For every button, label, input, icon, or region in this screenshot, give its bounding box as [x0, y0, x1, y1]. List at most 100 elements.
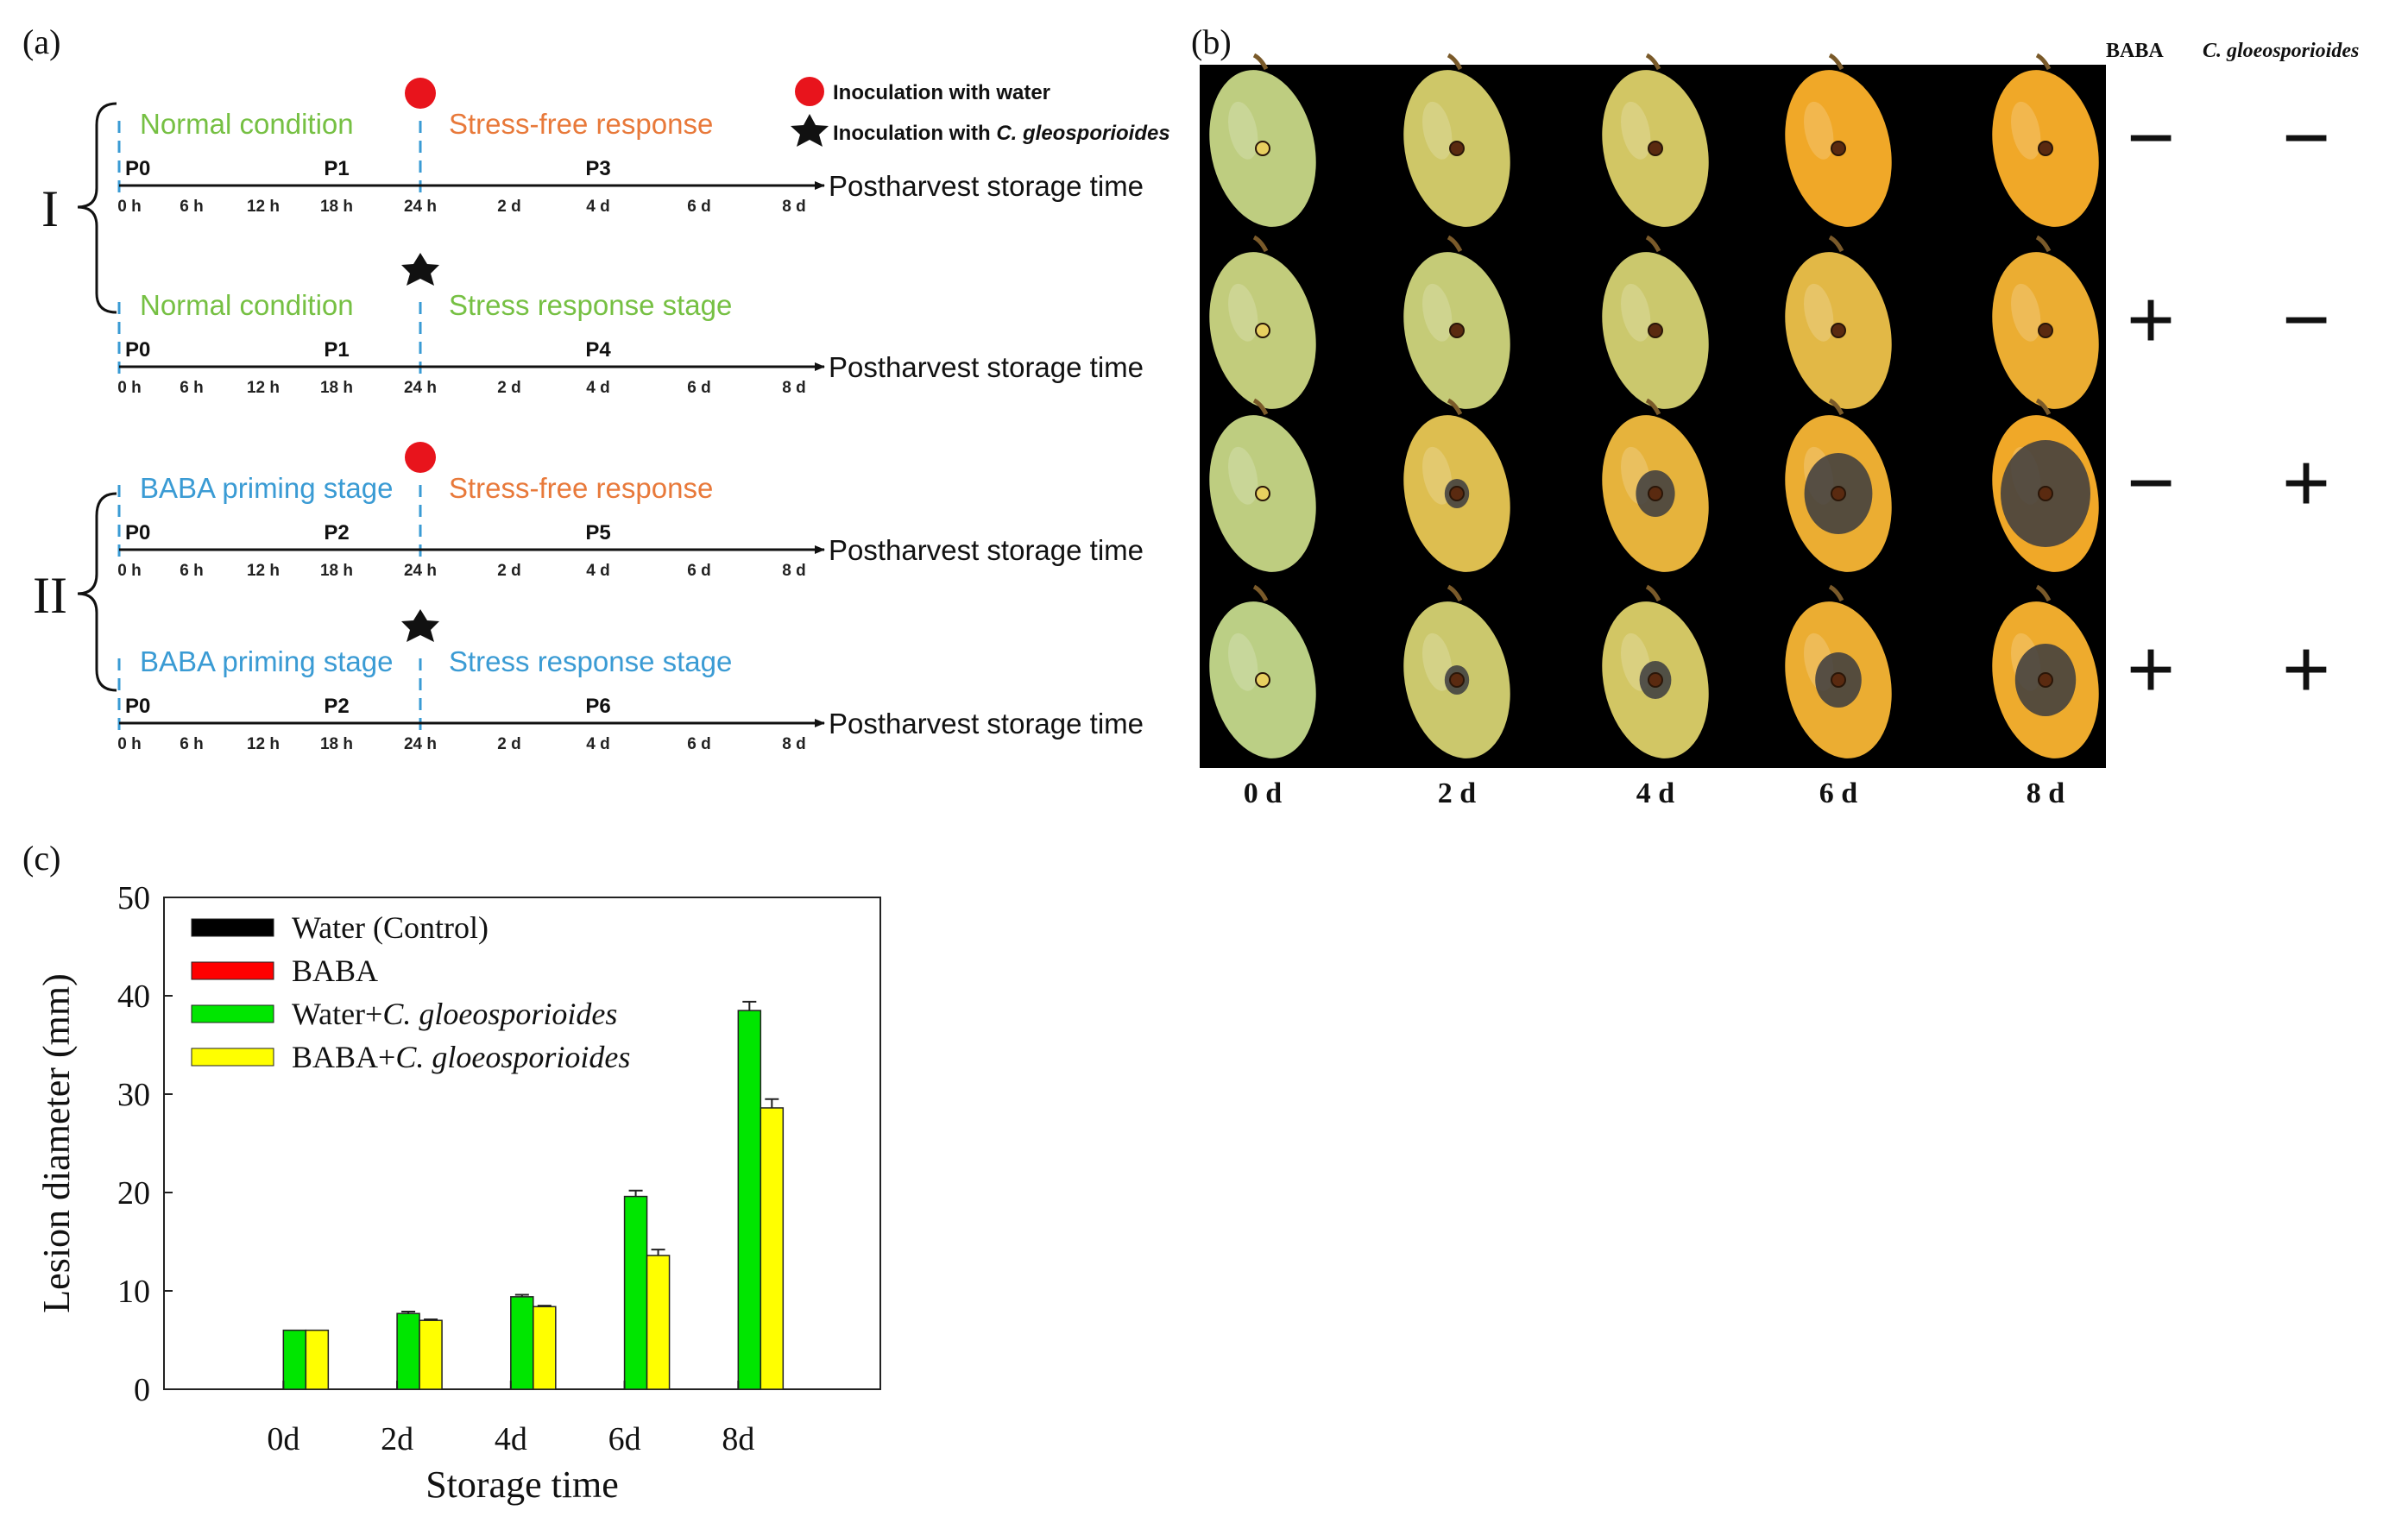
wound-site	[1831, 672, 1846, 688]
mango-stem	[1828, 398, 1844, 416]
y-tick-label: 30	[117, 1077, 150, 1113]
mango-fruit	[1992, 235, 2099, 409]
mango-fruit	[1403, 235, 1510, 409]
panel-a: (a) Inoculation with water Inoculation w…	[22, 22, 1170, 753]
bar-3	[623, 1195, 648, 1390]
panel-a-legend: Inoculation with water Inoculation with …	[791, 77, 1170, 147]
time-axis-title: Postharvest storage time	[829, 708, 1144, 739]
wound-site	[1648, 486, 1663, 501]
fungus-inoculation-star-icon	[401, 609, 439, 642]
legend-water-label: Inoculation with water	[833, 81, 1050, 104]
day-label: 8 d	[2027, 777, 2065, 809]
mango-fruit	[1602, 235, 1709, 409]
fungus-sign: +	[2282, 437, 2330, 529]
mango-fruit	[1992, 398, 2099, 572]
chart-legend: Water (Control) BABA Water+C. gloeosporioi…	[191, 910, 630, 1074]
mango-highlight	[1228, 446, 1258, 505]
wound-site	[2038, 323, 2053, 338]
mango-fruit	[1785, 235, 1892, 409]
mango-highlight	[1621, 101, 1651, 160]
time-tick-label: 6 h	[180, 198, 203, 216]
mango-stem	[1252, 584, 1269, 602]
time-tick-label: 2 d	[497, 379, 520, 397]
legend-swatch	[191, 961, 274, 980]
wound-site	[2038, 141, 2053, 156]
day-label: 2 d	[1438, 777, 1477, 809]
wound-site	[1831, 141, 1846, 156]
time-axis-title: Postharvest storage time	[829, 534, 1144, 566]
chart-bars	[282, 1000, 785, 1390]
fungus-sign: −	[2282, 91, 2330, 184]
mango-fruit	[1785, 584, 1892, 758]
chart-x-axis: 0d 2d 4d 6d 8d	[267, 1381, 754, 1457]
baba-sign: −	[2127, 437, 2175, 529]
phase-label: P0	[125, 521, 150, 544]
mango-stem	[1645, 398, 1661, 416]
wound-site	[1255, 672, 1270, 688]
time-tick-label: 8 d	[782, 198, 805, 216]
mango-fruit	[1602, 584, 1709, 758]
time-tick-label: 12 h	[247, 735, 280, 753]
mango-highlight	[2011, 101, 2041, 160]
legend-label: Water+C. gloeosporioides	[292, 997, 617, 1031]
panel-c: (c) 0 10 20 30 40 50 0d 2d 4d 6d 8d Water (Contro…	[22, 839, 881, 1506]
wound-site	[1255, 486, 1270, 501]
left-stage-label: BABA priming stage	[140, 645, 394, 677]
wound-site	[2038, 486, 2053, 501]
mango-highlight	[1621, 283, 1651, 342]
fungus-inoculation-star-icon	[401, 253, 439, 286]
water-inoculation-circle-icon	[405, 442, 436, 473]
x-tick-label: 0d	[267, 1421, 299, 1457]
fungus-inoculation-star-icon	[791, 114, 829, 147]
time-tick-label: 8 d	[782, 562, 805, 580]
mango-highlight	[1422, 632, 1453, 691]
mango-highlight	[1804, 101, 1834, 160]
mango-grid	[1209, 53, 2099, 758]
time-tick-label: 18 h	[320, 198, 353, 216]
legend-entry: Water+C. gloeosporioides	[191, 997, 617, 1031]
mango-stem	[2035, 584, 2052, 602]
time-tick-label: 6 h	[180, 379, 203, 397]
baba-sign: +	[2127, 623, 2175, 715]
col-header-fungus: C. gloeosporioides	[2203, 40, 2359, 62]
timeline-3: BABA priming stage Stress-free response P0…	[117, 442, 1144, 580]
wound-site	[1449, 672, 1465, 688]
timeline-2: Normal condition Stress response stage P0 P…	[117, 253, 1144, 397]
phase-label: P0	[125, 338, 150, 362]
time-tick-label: 24 h	[404, 562, 437, 580]
left-stage-label: Normal condition	[140, 289, 354, 321]
bar-4	[646, 1255, 671, 1390]
wound-site	[1648, 323, 1663, 338]
time-tick-label: 4 d	[586, 562, 609, 580]
phase-label: P5	[585, 521, 610, 544]
time-tick-label: 18 h	[320, 379, 353, 397]
timeline-4: BABA priming stage Stress response stage P…	[117, 609, 1144, 753]
mango-stem	[1828, 53, 1844, 71]
time-tick-label: 2 d	[497, 735, 520, 753]
group-brace-I: I	[41, 102, 117, 314]
legend-label: BABA+C. gloeosporioides	[292, 1040, 630, 1074]
mango-fruit	[1785, 398, 1892, 572]
mango-stem	[1252, 235, 1269, 253]
mango-fruit	[1209, 584, 1316, 758]
time-tick-label: 0 h	[117, 379, 141, 397]
y-tick-label: 10	[117, 1274, 150, 1310]
phase-label: P3	[585, 157, 610, 180]
chart-y-axis: 0 10 20 30 40 50	[117, 880, 173, 1408]
y-tick-label: 40	[117, 979, 150, 1015]
panel-a-label: (a)	[22, 22, 60, 61]
y-tick-label: 50	[117, 880, 150, 916]
phase-label: P2	[324, 521, 349, 544]
time-tick-label: 0 h	[117, 562, 141, 580]
mango-highlight	[1422, 446, 1453, 505]
day-label: 6 d	[1819, 777, 1858, 809]
time-tick-label: 4 d	[586, 198, 609, 216]
right-stage-label: Stress-free response	[449, 472, 713, 504]
mango-stem	[1447, 53, 1463, 71]
time-tick-label: 4 d	[586, 379, 609, 397]
water-inoculation-circle-icon	[795, 77, 824, 106]
mango-stem	[1447, 235, 1463, 253]
mango-highlight	[1228, 283, 1258, 342]
day-label: 4 d	[1636, 777, 1675, 809]
